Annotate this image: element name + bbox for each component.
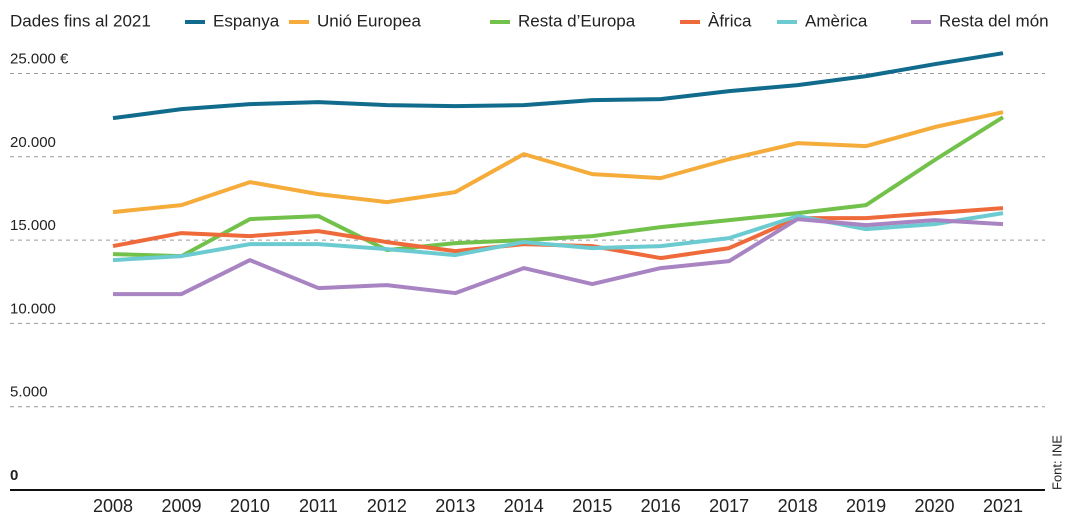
series-line (112, 115, 1005, 259)
x-tick-label: 2012 (367, 496, 407, 516)
x-tick-label: 2008 (93, 496, 133, 516)
y-tick-label: 20.000 (10, 134, 56, 151)
y-tick-label: 10.000 (10, 300, 56, 317)
x-tick-label: 2021 (983, 496, 1023, 516)
legend-label: Resta d’Europa (518, 11, 636, 30)
x-tick-label: 2016 (641, 496, 681, 516)
series-line (112, 51, 1004, 121)
y-tick-label: 15.000 (10, 217, 56, 234)
y-tick-label: 0 (10, 467, 18, 484)
legend-label: Resta del món (939, 11, 1049, 30)
x-tick-label: 2018 (778, 496, 818, 516)
x-tick-label: 2010 (230, 496, 270, 516)
y-tick-label: 25.000 € (10, 50, 69, 67)
y-tick-label: 5.000 (10, 384, 48, 401)
series-line (112, 211, 1004, 263)
x-tick-label: 2014 (504, 496, 544, 516)
x-tick-label: 2019 (846, 496, 886, 516)
subtitle: Dades fins al 2021 (10, 11, 151, 30)
x-tick-label: 2011 (299, 496, 338, 516)
source: Font: INE (1049, 435, 1064, 490)
legend-label: Amèrica (805, 11, 868, 30)
series-line (112, 206, 1004, 261)
x-tick-label: 2017 (709, 496, 749, 516)
series-line (113, 217, 1004, 297)
x-tick-label: 2020 (915, 496, 955, 516)
legend-label: Unió Europea (317, 11, 422, 30)
legend-label: Àfrica (708, 11, 752, 30)
x-tick-label: 2015 (572, 496, 612, 516)
legend-label: Espanya (213, 11, 280, 30)
series-line (112, 110, 1004, 215)
x-tick-label: 2013 (435, 496, 475, 516)
x-tick-label: 2009 (161, 496, 201, 516)
